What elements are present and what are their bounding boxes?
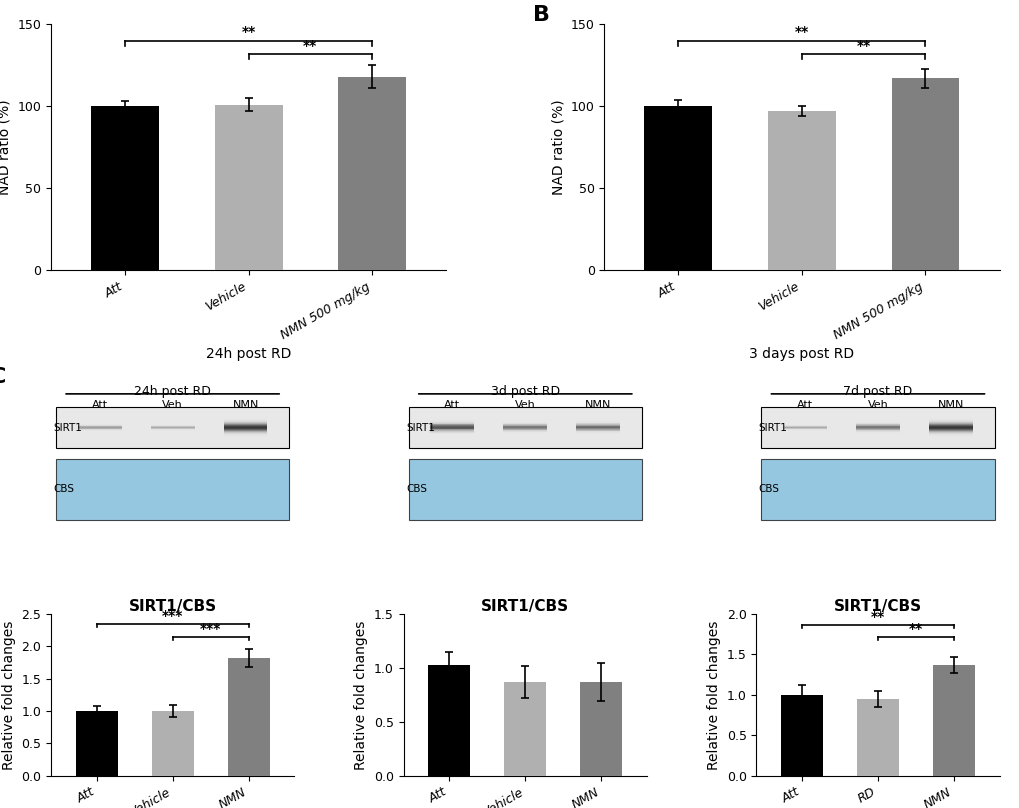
Title: SIRT1/CBS: SIRT1/CBS xyxy=(481,599,569,614)
X-axis label: 3 days post RD: 3 days post RD xyxy=(749,347,854,361)
FancyBboxPatch shape xyxy=(409,407,641,448)
FancyBboxPatch shape xyxy=(928,425,972,426)
FancyBboxPatch shape xyxy=(223,430,267,431)
Title: SIRT1/CBS: SIRT1/CBS xyxy=(834,599,921,614)
Text: **: ** xyxy=(870,610,884,624)
Bar xyxy=(227,658,269,776)
Text: ***: *** xyxy=(200,622,221,636)
FancyBboxPatch shape xyxy=(223,423,267,425)
Bar xyxy=(932,665,974,776)
FancyBboxPatch shape xyxy=(928,433,972,434)
FancyBboxPatch shape xyxy=(928,427,972,429)
Text: Veh: Veh xyxy=(515,400,535,410)
Text: SIRT1: SIRT1 xyxy=(53,423,83,433)
Bar xyxy=(338,77,406,270)
FancyBboxPatch shape xyxy=(928,422,972,423)
FancyBboxPatch shape xyxy=(430,422,474,423)
Bar xyxy=(856,699,898,776)
Text: C: C xyxy=(0,368,6,387)
Text: 3d post RD: 3d post RD xyxy=(490,385,559,398)
Bar xyxy=(504,682,545,776)
Bar xyxy=(580,682,622,776)
FancyBboxPatch shape xyxy=(223,421,267,422)
FancyBboxPatch shape xyxy=(56,407,289,448)
FancyBboxPatch shape xyxy=(223,425,267,426)
FancyBboxPatch shape xyxy=(56,459,289,520)
Text: **: ** xyxy=(856,39,870,53)
FancyBboxPatch shape xyxy=(430,425,474,426)
Text: **: ** xyxy=(242,25,256,40)
Bar xyxy=(644,106,711,270)
Bar xyxy=(91,106,159,270)
FancyBboxPatch shape xyxy=(928,426,972,427)
FancyBboxPatch shape xyxy=(223,429,267,430)
Text: NMN: NMN xyxy=(936,400,963,410)
Text: Att: Att xyxy=(92,400,108,410)
Text: SIRT1: SIRT1 xyxy=(758,423,787,433)
FancyBboxPatch shape xyxy=(223,427,267,429)
Text: B: B xyxy=(533,5,549,24)
FancyBboxPatch shape xyxy=(223,426,267,427)
Bar xyxy=(214,104,282,270)
Text: CBS: CBS xyxy=(53,485,74,494)
Text: **: ** xyxy=(303,39,317,53)
Text: **: ** xyxy=(794,25,808,40)
FancyBboxPatch shape xyxy=(928,431,972,433)
FancyBboxPatch shape xyxy=(430,426,474,427)
Y-axis label: Relative fold changes: Relative fold changes xyxy=(2,621,15,769)
Bar xyxy=(152,711,194,776)
FancyBboxPatch shape xyxy=(430,430,474,431)
Text: Veh: Veh xyxy=(162,400,182,410)
FancyBboxPatch shape xyxy=(430,424,474,425)
Text: CBS: CBS xyxy=(758,485,780,494)
Text: Att: Att xyxy=(444,400,460,410)
FancyBboxPatch shape xyxy=(928,421,972,422)
FancyBboxPatch shape xyxy=(760,459,994,520)
Text: 24h post RD: 24h post RD xyxy=(135,385,211,398)
Bar xyxy=(767,112,836,270)
Bar xyxy=(781,695,822,776)
Bar xyxy=(428,665,470,776)
FancyBboxPatch shape xyxy=(223,433,267,434)
Y-axis label: NAD ratio (%): NAD ratio (%) xyxy=(550,99,565,195)
FancyBboxPatch shape xyxy=(430,431,474,432)
X-axis label: 24h post RD: 24h post RD xyxy=(206,347,291,361)
FancyBboxPatch shape xyxy=(928,423,972,425)
FancyBboxPatch shape xyxy=(928,429,972,430)
Text: ***: *** xyxy=(162,609,183,623)
Bar xyxy=(891,78,959,270)
FancyBboxPatch shape xyxy=(223,431,267,433)
Y-axis label: Relative fold changes: Relative fold changes xyxy=(706,621,720,769)
FancyBboxPatch shape xyxy=(430,423,474,424)
Title: SIRT1/CBS: SIRT1/CBS xyxy=(128,599,216,614)
FancyBboxPatch shape xyxy=(928,430,972,431)
Text: SIRT1: SIRT1 xyxy=(406,423,434,433)
FancyBboxPatch shape xyxy=(760,407,994,448)
FancyBboxPatch shape xyxy=(430,429,474,430)
Bar xyxy=(75,711,117,776)
Text: Veh: Veh xyxy=(867,400,888,410)
FancyBboxPatch shape xyxy=(409,459,641,520)
Y-axis label: NAD ratio (%): NAD ratio (%) xyxy=(0,99,12,195)
Text: NMN: NMN xyxy=(585,400,610,410)
Text: **: ** xyxy=(908,622,922,636)
Text: CBS: CBS xyxy=(406,485,427,494)
Y-axis label: Relative fold changes: Relative fold changes xyxy=(354,621,368,769)
FancyBboxPatch shape xyxy=(430,427,474,428)
FancyBboxPatch shape xyxy=(430,428,474,429)
Text: NMN: NMN xyxy=(232,400,259,410)
FancyBboxPatch shape xyxy=(223,422,267,423)
Text: Att: Att xyxy=(796,400,812,410)
Text: 7d post RD: 7d post RD xyxy=(843,385,912,398)
